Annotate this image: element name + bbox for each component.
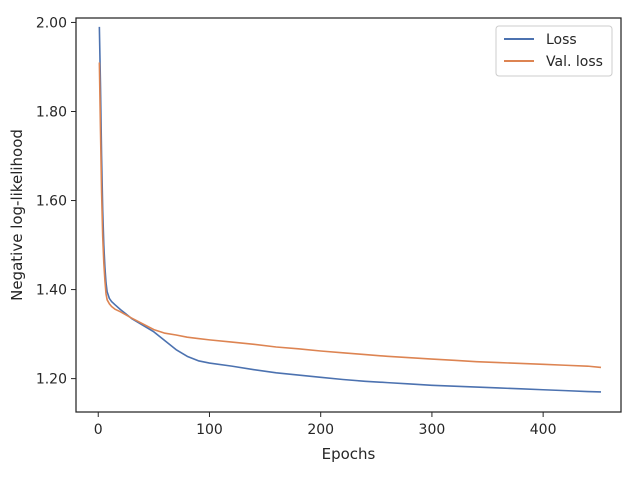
x-tick-label: 300: [419, 422, 446, 438]
y-tick-label: 1.60: [36, 194, 67, 210]
y-tick-label: 1.40: [36, 283, 67, 299]
plot-content: [98, 26, 602, 393]
legend-label-val-loss: Val. loss: [546, 54, 603, 70]
loss-line: [98, 26, 602, 393]
y-tick-label: 1.80: [36, 104, 67, 120]
y-axis-label: Negative log-likelihood: [8, 129, 26, 301]
x-axis-ticks: 0 100 200 300 400: [94, 412, 557, 438]
legend: Loss Val. loss: [495, 25, 613, 77]
x-tick-label: 100: [196, 422, 223, 438]
x-tick-label: 0: [94, 422, 103, 438]
x-tick-label: 400: [530, 422, 557, 438]
y-tick-label: 1.20: [36, 372, 67, 388]
y-axis-ticks: 1.20 1.40 1.60 1.80 2.00: [36, 15, 76, 388]
val-loss-line: [98, 62, 602, 369]
legend-label-loss: Loss: [546, 32, 577, 48]
x-axis-label: Epochs: [322, 445, 376, 463]
y-tick-label: 2.00: [36, 15, 67, 31]
plot-frame: [75, 17, 622, 413]
x-tick-label: 200: [307, 422, 334, 438]
